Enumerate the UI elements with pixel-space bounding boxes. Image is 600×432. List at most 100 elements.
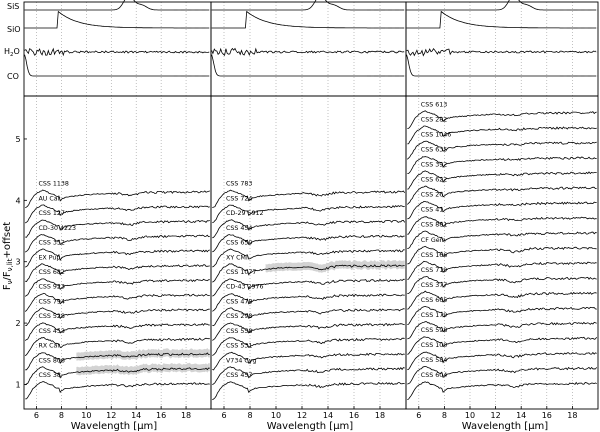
spectrum-line [25,219,210,238]
spectrum-line [407,290,597,310]
template-trace [24,54,210,77]
template-trace [24,47,210,57]
spectrum-line [25,189,210,209]
star-label: CD-43 2976 [226,284,264,291]
spectrum-line [212,337,405,356]
spectrum-line [212,234,405,253]
star-label: CSS 1046 [421,132,451,139]
spectrum-line [212,278,405,297]
template-trace [211,0,405,11]
star-label: CSS 1077 [226,269,256,276]
spectrum-line [407,366,598,385]
x-tick-label: 10 [271,411,281,420]
y-tick-label: 1 [15,380,20,389]
star-label: CSS 650 [226,240,252,247]
x-tick-label: 12 [491,411,501,420]
star-label: CSS 724 [226,195,252,202]
template-trace [24,0,210,11]
spectrum-line [24,337,210,357]
spectrum-line [212,366,405,386]
star-label: CSS 457 [226,372,252,379]
spectrum-line [212,263,405,283]
panel-frame [405,1,599,410]
star-label: XY CMi [226,254,248,261]
spectrum-line [407,216,597,235]
star-label: CSS 806 [38,357,64,364]
star-label: AU Car [38,195,60,202]
star-label: CSS 598 [421,327,447,334]
x-tick-label: 18 [567,411,577,420]
y-axis-label: Fν/Fν,lit+offset [2,222,14,290]
molecule-label-h2o: H2O [4,47,20,58]
star-label: CSS 298 [226,313,252,320]
x-tick-label: 18 [375,411,385,420]
spectrum-line [24,234,210,253]
template-trace [211,47,405,57]
molecule-label-co: CO [7,72,19,81]
star-label: CSS 166 [421,252,447,259]
star-label: CSS 584 [421,357,447,364]
spectrum-line [407,140,597,160]
star-label: CD-30 4223 [38,225,76,232]
x-axis-label-col1: Wavelength [μm] [71,421,158,432]
x-tick-label: 16 [542,411,552,420]
star-label: CSS 454 [226,225,252,232]
x-tick-label: 18 [181,411,191,420]
star-label: CSS 635 [421,147,447,154]
spectrum-line [24,278,210,297]
spectrum-line [407,381,597,400]
y-tick-label: 3 [15,258,20,267]
star-label: CSS 682 [38,269,64,276]
spectrum-line [212,307,405,327]
template-trace [406,10,597,29]
star-label: CSS 613 [421,101,447,108]
star-label: CSS 41 [421,207,443,214]
spectrum-line [407,230,597,249]
spectrum-line [407,185,597,205]
template-trace [24,10,210,29]
star-label: CSS 783 [226,181,252,188]
spectrum-line [407,125,597,145]
star-label: CSS 622 [421,177,447,184]
x-tick-label: 12 [297,411,307,420]
y-tick-label: 2 [15,319,20,328]
spectrum-line [212,381,405,401]
template-trace [406,48,597,57]
x-tick-label: 14 [323,411,333,420]
x-tick-label: 14 [131,411,141,420]
star-label: CSS 923 [38,284,64,291]
spectrum-line [24,248,210,268]
spectrum-line [407,321,597,340]
star-label: CSS 392 [421,162,447,169]
spectrum-line [24,366,210,386]
molecule-label-sio: SiO [7,25,21,34]
template-trace [211,10,405,29]
star-label: CSS 604 [421,372,447,379]
star-label: RX Car [38,343,60,350]
x-tick-label: 8 [247,411,252,420]
star-label: CSS 453 [38,328,64,335]
template-trace [406,0,597,11]
tick-layer: 6 8 10 12 14 16 18 6 8 10 12 14 16 18 6 8 10 12 14 16 181234… [15,135,577,420]
spectrum-line [212,219,406,239]
spectrum-line [407,260,597,280]
x-axis-label-col3: Wavelength [μm] [462,421,549,432]
spectrum-line [212,293,405,312]
spectrum-line [407,156,597,174]
spectrum-line [407,170,597,190]
x-tick-label: 8 [442,411,447,420]
x-tick-label: 16 [156,411,166,420]
star-label: CD-29 5912 [226,210,264,217]
x-tick-label: 10 [81,411,91,420]
spectrum-line [212,351,405,371]
star-label: CSS 558 [226,328,252,335]
star-label: CSS 282 [421,116,447,123]
x-tick-label: 6 [221,411,226,420]
star-label: EX Pup [38,254,60,261]
spectrum-line [25,263,210,282]
spectrum-line [407,200,597,220]
spectrum-line [407,245,597,265]
spectrum-line [25,307,210,327]
